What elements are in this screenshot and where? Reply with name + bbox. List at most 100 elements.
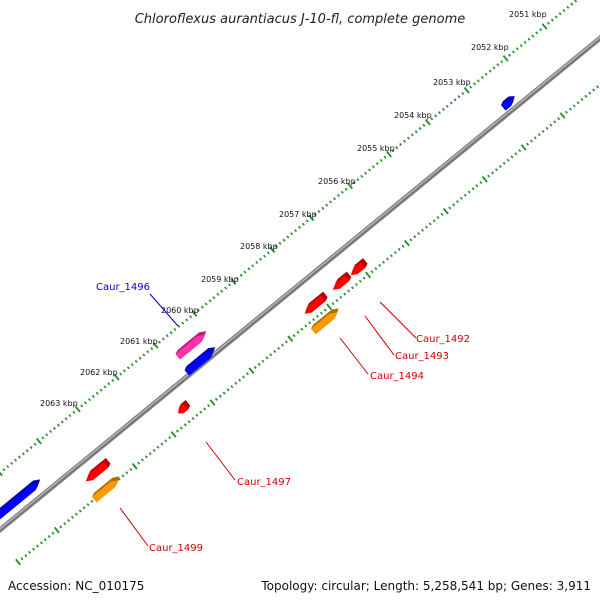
ruler-lower-minor-tick [432, 219, 436, 223]
ruler-lower-major-tick [54, 526, 60, 534]
gene-caur-1492-b [350, 258, 368, 276]
ruler-upper-minor-tick [107, 382, 111, 386]
ruler-upper-minor-tick [17, 455, 21, 459]
gene-label[interactable]: Caur_1494 [370, 371, 424, 382]
ruler-upper-minor-tick [2, 468, 6, 472]
ruler-lower-minor-tick [557, 117, 561, 121]
ruler-upper-minor-tick [313, 213, 317, 217]
ruler-upper-minor-tick [103, 385, 107, 389]
ruler-upper-minor-tick [212, 296, 216, 300]
ruler-lower-minor-tick [199, 410, 203, 414]
ruler-lower-minor-tick [59, 525, 63, 529]
ruler-lower-minor-tick [545, 126, 549, 130]
ruler-lower-minor-tick [125, 471, 129, 475]
ruler-upper-minor-tick [333, 197, 336, 201]
ruler-upper-minor-tick [243, 270, 247, 274]
ruler-upper-minor-tick [480, 76, 484, 79]
ruler-lower-minor-tick [218, 394, 222, 398]
gene-caur-1498-side [88, 458, 106, 475]
ruler-upper-minor-tick [523, 40, 527, 44]
ruler-upper-minor-tick [434, 114, 438, 118]
ruler-lower-minor-tick [553, 120, 557, 124]
ruler-upper-minor-tick [60, 420, 64, 424]
ruler-upper-major-tick [424, 118, 431, 126]
ruler-lower-minor-tick [28, 550, 32, 554]
gene-caur-1494-side [311, 309, 332, 329]
ruler-lower-minor-tick [148, 452, 152, 456]
ruler-upper-minor-tick [422, 123, 426, 127]
ruler-lower-minor-tick [269, 353, 273, 357]
scale-tick-label: 2063 kbp [40, 399, 78, 408]
ruler-lower-minor-tick [487, 174, 491, 178]
ruler-upper-minor-tick [146, 350, 150, 354]
ruler-lower-minor-tick [70, 515, 74, 519]
gene-caur-1493-a-side [344, 271, 352, 281]
ruler-upper-minor-tick [282, 238, 286, 242]
gene-forward-2053-side [506, 96, 515, 101]
ruler-upper-minor-tick [122, 369, 126, 373]
ruler-upper-minor-tick [496, 63, 500, 67]
gene-label[interactable]: Caur_1492 [416, 334, 470, 345]
gene-label[interactable]: Caur_1497 [237, 477, 291, 488]
ruler-upper-minor-tick [119, 372, 123, 376]
gene-caur-1497-side [183, 400, 191, 410]
ruler-lower-minor-tick [323, 308, 327, 312]
gene-label[interactable]: Caur_1499 [149, 543, 203, 554]
gene-forward-2061-side [206, 347, 216, 353]
genome-backbone-highlight [0, 36, 600, 530]
ruler-upper-minor-tick [52, 426, 56, 430]
ruler-lower-minor-tick [207, 404, 211, 408]
ruler-lower-minor-tick [401, 244, 405, 248]
ruler-upper-minor-tick [511, 50, 515, 54]
ruler-lower-minor-tick [175, 429, 179, 433]
ruler-lower-minor-tick [440, 212, 444, 216]
ruler-lower-minor-tick [514, 152, 518, 156]
ruler-lower-minor-tick [90, 499, 94, 503]
genome-backbone [0, 34, 600, 534]
ruler-lower-minor-tick [234, 381, 238, 385]
ruler-upper-minor-tick [403, 139, 406, 143]
ruler-upper-minor-tick [371, 165, 375, 169]
ruler-lower-minor-tick [316, 314, 319, 318]
ruler-lower-minor-tick [498, 165, 502, 168]
scale-tick-label: 2058 kbp [240, 242, 278, 251]
scale-tick-label: 2060 kbp [161, 306, 199, 315]
ruler-upper-minor-tick [10, 461, 14, 465]
ruler-lower-minor-tick [518, 149, 522, 153]
ruler-upper-minor-tick [336, 194, 340, 197]
ruler-lower-major-tick [365, 271, 371, 279]
ruler-upper-major-tick [191, 310, 198, 317]
ruler-lower-minor-tick [533, 136, 537, 140]
ruler-upper-minor-tick [255, 261, 259, 264]
ruler-lower-minor-tick [596, 85, 600, 89]
gene-caur-1499-side [110, 476, 120, 482]
ruler-lower-minor-tick [475, 184, 479, 188]
ruler-upper-minor-tick [364, 171, 368, 175]
gene-caur-1494-side [329, 308, 339, 314]
ruler-lower-minor-tick [203, 407, 207, 411]
ruler-lower-minor-tick [452, 203, 456, 207]
ruler-lower-minor-tick [502, 161, 506, 165]
ruler-lower-minor-tick [195, 413, 199, 417]
ruler-upper-major-tick [152, 342, 159, 349]
ruler-upper-minor-tick [508, 53, 512, 57]
gene-label[interactable]: Caur_1493 [395, 351, 449, 362]
ruler-lower-major-tick [326, 303, 333, 311]
ruler-lower-minor-tick [413, 235, 417, 239]
ruler-upper-minor-tick [519, 44, 523, 48]
gene-label[interactable]: Caur_1496 [96, 282, 150, 293]
ruler-upper-minor-tick [410, 133, 414, 137]
ruler-upper-major-tick [269, 246, 276, 253]
ruler-lower-minor-tick [312, 318, 316, 322]
scale-tick-label: 2059 kbp [201, 275, 239, 284]
ruler-upper-minor-tick [126, 366, 130, 370]
gene-forward-left-face [0, 483, 39, 520]
ruler-lower-minor-tick [265, 356, 269, 360]
gene-label-connector [205, 441, 236, 481]
ruler-lower-minor-tick [467, 190, 471, 194]
ruler-upper-minor-tick [263, 254, 266, 258]
gene-caur-1492-a-side [321, 291, 328, 302]
ruler-upper-minor-tick [301, 222, 305, 226]
ruler-upper-minor-tick [251, 264, 255, 268]
gene-caur-1492-b-side [353, 258, 363, 269]
